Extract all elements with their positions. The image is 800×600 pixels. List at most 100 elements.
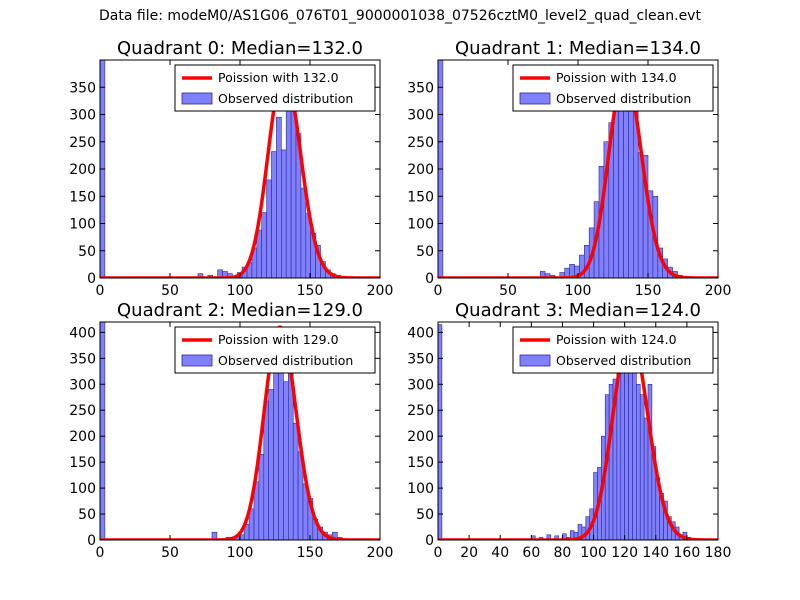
legend-bar-swatch <box>181 92 213 105</box>
x-tick-label: 40 <box>491 545 509 561</box>
legend-label-poisson: Poission with 124.0 <box>556 332 677 347</box>
x-tick-label: 150 <box>297 283 324 299</box>
y-tick-label: 300 <box>407 377 434 393</box>
histogram-bar <box>639 394 645 540</box>
y-tick-label: 200 <box>69 162 96 178</box>
x-tick-label: 0 <box>96 283 105 299</box>
panel-title: Quadrant 3: Median=124.0 <box>455 300 701 321</box>
y-tick-label: 0 <box>87 271 96 287</box>
histogram-bar <box>266 179 272 278</box>
y-tick-label: 150 <box>407 455 434 471</box>
y-tick-label: 250 <box>69 135 96 151</box>
histogram-bar <box>273 350 279 540</box>
panel-title: Quadrant 1: Median=134.0 <box>455 38 701 59</box>
panel-title: Quadrant 0: Median=132.0 <box>117 38 363 59</box>
panel-quadrant-2: Quadrant 2: Median=129.0 0 50 100 150 200 0 50 1… <box>69 300 393 561</box>
histogram-bar <box>636 383 641 540</box>
histogram-bar <box>300 187 307 278</box>
x-tick-label: 100 <box>227 545 254 561</box>
y-tick-label: 100 <box>69 481 96 497</box>
histogram-bar <box>624 347 629 540</box>
y-tick-label: 200 <box>407 429 434 445</box>
y-tick-label: 200 <box>69 429 96 445</box>
legend-label-observed: Observed distribution <box>556 353 691 368</box>
y-tick-label: 0 <box>425 533 434 549</box>
x-tick-label: 150 <box>635 283 662 299</box>
poisson-fit-line <box>438 330 718 540</box>
x-tick-label: 200 <box>367 283 394 299</box>
legend: Poission with 134.0 Observed distribution <box>512 64 714 112</box>
legend-bar-swatch <box>181 354 213 367</box>
histogram-bar <box>276 116 282 278</box>
y-tick-label: 300 <box>69 377 96 393</box>
y-tick-label: 400 <box>69 325 96 341</box>
histogram-bar <box>620 360 625 540</box>
x-tick-label: 50 <box>161 283 179 299</box>
legend-label-observed: Observed distribution <box>218 353 353 368</box>
panel-quadrant-3: Quadrant 3: Median=124.00 20 40 60 80 100 120 1… <box>407 300 731 561</box>
x-tick-label: 100 <box>580 545 607 561</box>
x-tick-label: 200 <box>367 545 394 561</box>
histogram-bar <box>261 212 267 278</box>
histogram-bar <box>632 347 637 540</box>
histogram-bar <box>628 97 634 278</box>
y-tick-label: 300 <box>407 108 434 124</box>
y-tick-label: 250 <box>69 403 96 419</box>
y-tick-label: 50 <box>416 507 434 523</box>
legend-label-poisson: Poission with 129.0 <box>218 332 339 347</box>
histogram-bar <box>211 531 218 540</box>
x-tick-label: 0 <box>434 283 443 299</box>
histogram-bar <box>268 389 274 540</box>
x-tick-label: 50 <box>499 283 517 299</box>
histogram-bar <box>271 151 277 278</box>
axes-frame <box>437 321 719 541</box>
x-tick-label: 0 <box>96 545 105 561</box>
panel-quadrant-1: Quadrant 1: Median=134.0 0 50 100 150 200 0 50 1… <box>407 38 731 299</box>
y-tick-label: 400 <box>407 325 434 341</box>
legend-bar-swatch <box>519 354 551 367</box>
histogram-bar <box>285 84 292 278</box>
histogram-bar <box>197 273 204 278</box>
y-tick-label: 100 <box>69 217 96 233</box>
poisson-fit-line <box>100 325 380 540</box>
legend-label-observed: Observed distribution <box>556 91 691 106</box>
y-tick-label: 0 <box>425 271 434 287</box>
histogram-bar <box>332 531 338 540</box>
x-tick-label: 100 <box>227 283 254 299</box>
x-tick-label: 120 <box>611 545 638 561</box>
y-tick-label: 350 <box>69 80 96 96</box>
histogram-bar <box>280 149 287 278</box>
legend-label-poisson: Poission with 134.0 <box>556 70 677 85</box>
histogram-bar <box>616 371 622 540</box>
legend: Poission with 132.0 Observed distribution <box>174 64 376 112</box>
x-tick-label: 200 <box>705 283 732 299</box>
y-tick-label: 50 <box>78 244 96 260</box>
histogram-bar <box>283 381 289 540</box>
legend: Poission with 129.0 Observed distribution <box>174 326 376 374</box>
x-tick-label: 0 <box>434 545 443 561</box>
histogram-bar <box>100 322 106 540</box>
x-tick-label: 60 <box>522 545 540 561</box>
y-tick-label: 50 <box>416 244 434 260</box>
legend-bar-swatch <box>519 92 551 105</box>
y-tick-label: 100 <box>407 481 434 497</box>
x-tick-label: 20 <box>460 545 478 561</box>
histogram-bar <box>292 422 299 540</box>
histogram-bar <box>613 103 619 278</box>
y-tick-label: 350 <box>407 80 434 96</box>
y-tick-label: 350 <box>407 351 434 367</box>
figure-suptitle: Data file: modeM0/AS1G06_076T01_90000010… <box>99 8 701 24</box>
x-tick-label: 50 <box>161 545 179 561</box>
x-tick-label: 180 <box>705 545 732 561</box>
y-tick-label: 200 <box>407 162 434 178</box>
histogram-bar <box>643 417 649 540</box>
y-tick-label: 150 <box>407 189 434 205</box>
panel-title: Quadrant 2: Median=129.0 <box>117 300 363 321</box>
x-tick-label: 140 <box>642 545 669 561</box>
panel-quadrant-0: Quadrant 0: Median=132.0 0 50 100 150 200 0 50 1… <box>69 38 393 299</box>
histogram-bar <box>438 324 443 540</box>
x-tick-label: 160 <box>674 545 701 561</box>
x-tick-label: 150 <box>297 545 324 561</box>
x-tick-label: 100 <box>565 283 592 299</box>
